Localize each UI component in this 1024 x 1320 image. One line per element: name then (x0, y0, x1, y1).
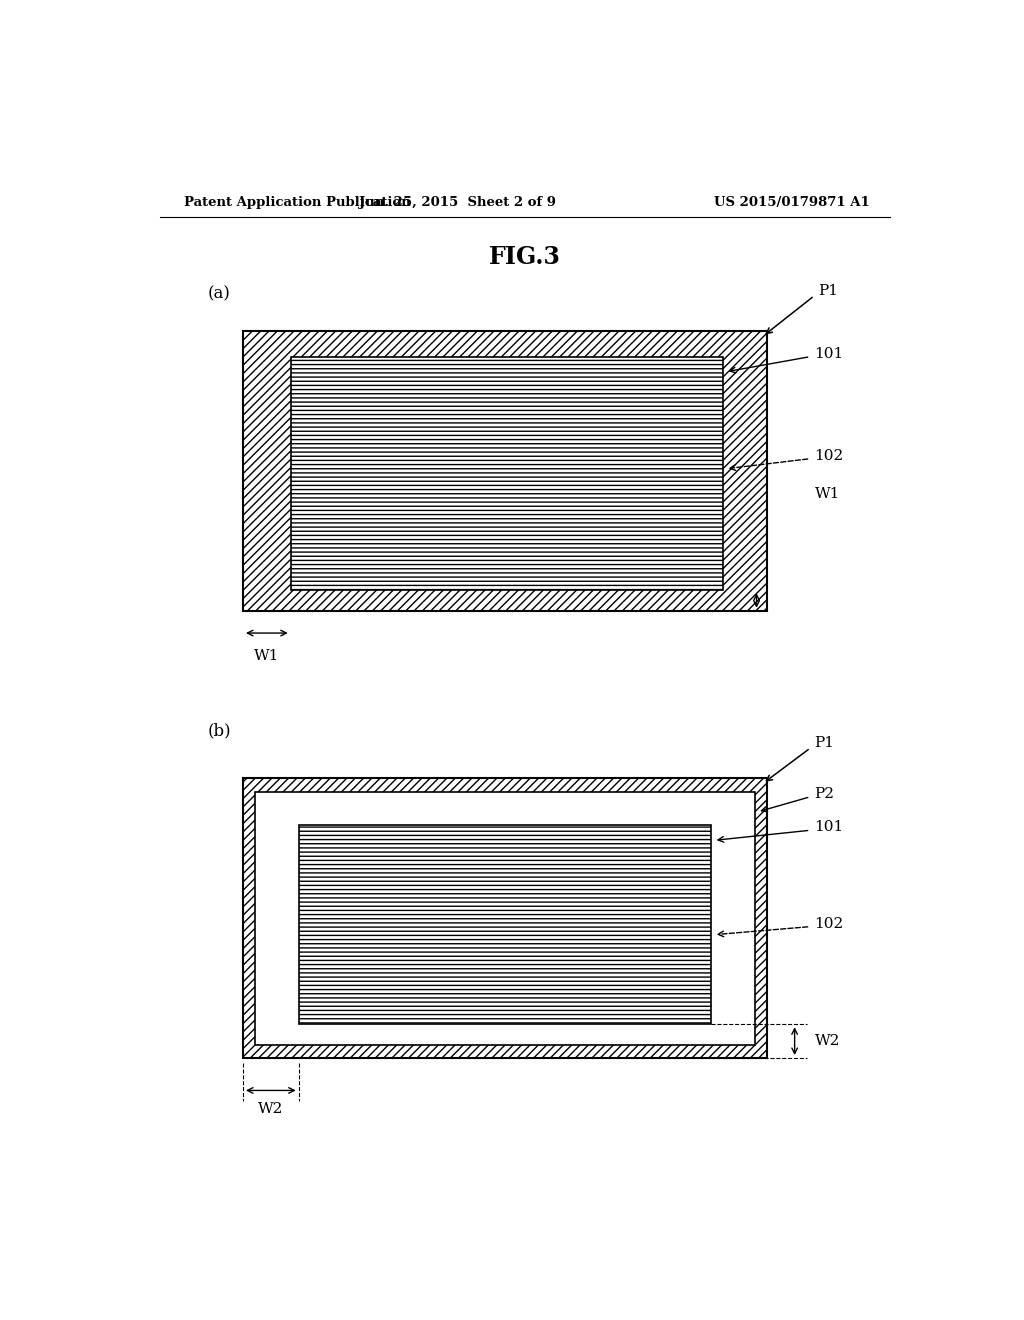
Text: 102: 102 (814, 449, 844, 462)
Text: (b): (b) (207, 722, 231, 739)
Text: (a): (a) (207, 285, 230, 302)
Text: US 2015/0179871 A1: US 2015/0179871 A1 (715, 195, 870, 209)
Text: FIG.3: FIG.3 (488, 244, 561, 269)
Text: W2: W2 (814, 1034, 840, 1048)
Text: W2: W2 (258, 1102, 284, 1115)
Bar (299, 825, 712, 1024)
Text: P2: P2 (814, 787, 835, 801)
Text: 101: 101 (814, 820, 844, 834)
Text: W1: W1 (814, 487, 840, 502)
Bar (255, 792, 755, 1044)
Text: Patent Application Publication: Patent Application Publication (183, 195, 411, 209)
Text: Jun. 25, 2015  Sheet 2 of 9: Jun. 25, 2015 Sheet 2 of 9 (358, 195, 556, 209)
Text: P1: P1 (818, 284, 839, 297)
Bar (243, 779, 767, 1057)
Bar (243, 331, 767, 611)
Text: 101: 101 (814, 347, 844, 360)
Text: W1: W1 (254, 649, 280, 664)
Text: P1: P1 (814, 735, 835, 750)
Text: 102: 102 (814, 916, 844, 931)
Bar (291, 356, 723, 590)
